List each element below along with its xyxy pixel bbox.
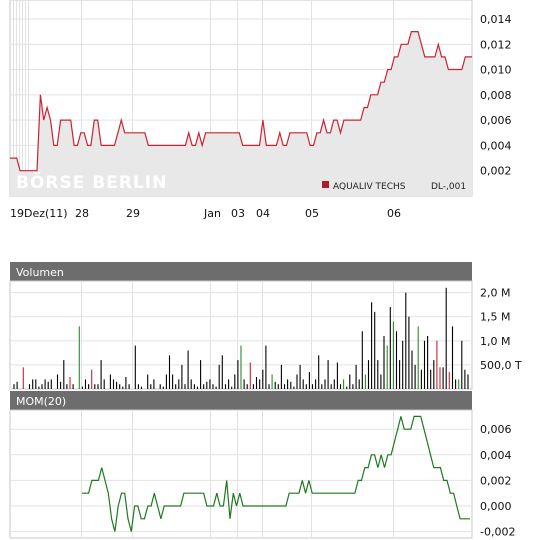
x-axis-label: 28 bbox=[75, 207, 89, 220]
legend-swatch bbox=[322, 181, 329, 188]
momentum-title: MOM(20) bbox=[16, 395, 66, 408]
volume-bars bbox=[13, 287, 469, 389]
volume-y-tick-label: 1,0 M bbox=[480, 335, 510, 348]
x-axis-label: 19Dez(11) bbox=[10, 207, 68, 220]
momentum-line bbox=[82, 415, 470, 532]
volume-title: Volumen bbox=[16, 266, 64, 279]
price-y-tick-label: 0,012 bbox=[480, 38, 512, 51]
momentum-grid bbox=[10, 410, 472, 538]
x-axis-label: 03 bbox=[231, 207, 245, 220]
momentum-y-tick-label: 0,006 bbox=[480, 423, 512, 436]
price-y-tick-label: 0,006 bbox=[480, 114, 512, 127]
momentum-panel-frame bbox=[9, 409, 473, 539]
x-axis-label: 06 bbox=[387, 207, 401, 220]
legend-unit: DL-,001 bbox=[431, 182, 466, 192]
momentum-y-tick-label: 0,002 bbox=[480, 474, 512, 487]
price-y-tick-label: 0,010 bbox=[480, 64, 512, 77]
x-axis-label: 05 bbox=[305, 207, 319, 220]
x-axis-label: Jan bbox=[203, 207, 221, 220]
price-area bbox=[10, 31, 472, 196]
momentum-header-bar bbox=[10, 391, 472, 410]
momentum-y-tick-label: -0,002 bbox=[480, 526, 515, 539]
watermark-borse-berlin: BÖRSE BERLIN bbox=[16, 171, 167, 193]
x-axis-label: 04 bbox=[256, 207, 270, 220]
price-line bbox=[10, 31, 472, 172]
volume-y-tick-label: 500,0 T bbox=[480, 359, 522, 372]
volume-y-tick-label: 1,5 M bbox=[480, 311, 510, 324]
volume-y-tick-label: 2,0 M bbox=[480, 287, 510, 300]
volume-y-ticks: 2,0 M 1,5 M 1,0 M 500,0 T bbox=[480, 287, 522, 372]
price-y-tick-label: 0,014 bbox=[480, 13, 512, 26]
x-axis-label: 29 bbox=[126, 207, 140, 220]
momentum-y-ticks: 0,006 0,004 0,002 0,000 -0,002 bbox=[480, 423, 515, 538]
price-y-tick-label: 0,004 bbox=[480, 139, 512, 152]
price-y-tick-label: 0,002 bbox=[480, 165, 512, 178]
price-y-ticks: 0,014 0,012 0,010 0,008 0,006 0,004 0,002 bbox=[480, 13, 512, 178]
legend-label: AQUALIV TECHS bbox=[333, 182, 406, 192]
momentum-y-tick-label: 0,004 bbox=[480, 449, 512, 462]
x-axis-labels: 19Dez(11) 28 29 Jan 03 04 05 06 bbox=[10, 207, 401, 220]
volume-header-bar bbox=[10, 262, 472, 281]
momentum-y-tick-label: 0,000 bbox=[480, 500, 512, 513]
price-y-tick-label: 0,008 bbox=[480, 89, 512, 102]
